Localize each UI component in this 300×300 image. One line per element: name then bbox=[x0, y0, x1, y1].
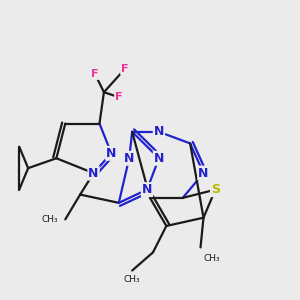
Text: CH₃: CH₃ bbox=[124, 275, 140, 284]
Text: N: N bbox=[124, 152, 134, 165]
Text: N: N bbox=[198, 167, 209, 180]
Text: CH₃: CH₃ bbox=[203, 254, 220, 263]
Text: CH₃: CH₃ bbox=[41, 215, 58, 224]
Text: N: N bbox=[154, 152, 164, 165]
Text: F: F bbox=[115, 92, 122, 102]
Text: F: F bbox=[91, 69, 99, 79]
Text: N: N bbox=[142, 183, 152, 196]
Text: N: N bbox=[106, 147, 116, 160]
Text: N: N bbox=[88, 167, 99, 180]
Text: N: N bbox=[154, 125, 164, 138]
Text: S: S bbox=[211, 183, 220, 196]
Text: F: F bbox=[121, 64, 128, 74]
